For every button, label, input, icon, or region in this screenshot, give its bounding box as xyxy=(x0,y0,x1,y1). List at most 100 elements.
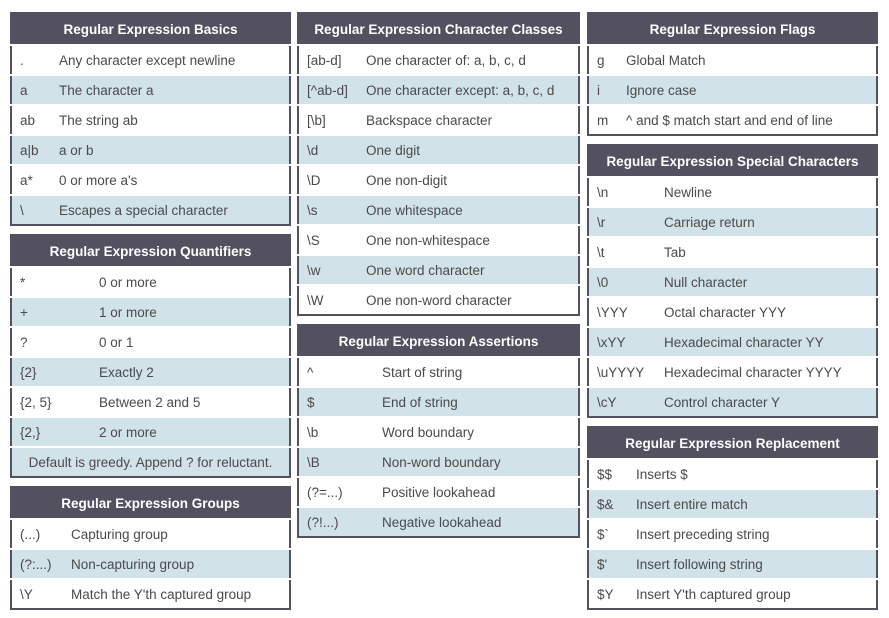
table-row: \D One non-digit xyxy=(298,164,579,195)
column-right: Regular Expression Flags g Global Match i I… xyxy=(587,12,878,618)
table-row: $Y Insert Y'th captured group xyxy=(588,578,877,609)
pattern-cell: * xyxy=(11,266,91,297)
pattern-cell: . xyxy=(11,44,51,75)
description-cell: 2 or more xyxy=(91,416,290,447)
table-header: Regular Expression Quantifiers xyxy=(11,235,290,267)
table-row: (...) Capturing group xyxy=(11,518,290,549)
pattern-cell: i xyxy=(588,74,618,105)
description-cell: Tab xyxy=(656,236,877,267)
table-row: \uYYYY Hexadecimal character YYYY xyxy=(588,356,877,387)
description-cell: 1 or more xyxy=(91,296,290,327)
description-cell: Insert entire match xyxy=(628,488,877,519)
table-row: \n Newline xyxy=(588,176,877,207)
pattern-cell: ? xyxy=(11,326,91,357)
description-cell: ^ and $ match start and end of line xyxy=(618,104,877,135)
description-cell: Non-word boundary xyxy=(374,446,579,477)
pattern-cell: \s xyxy=(298,194,358,225)
pattern-cell: {2,} xyxy=(11,416,91,447)
description-cell: 0 or 1 xyxy=(91,326,290,357)
description-cell: Exactly 2 xyxy=(91,356,290,387)
pattern-cell: \d xyxy=(298,134,358,165)
table-row: a|b a or b xyxy=(11,134,290,165)
description-cell: Between 2 and 5 xyxy=(91,386,290,417)
description-cell: Capturing group xyxy=(63,518,290,549)
description-cell: Match the Y'th captured group xyxy=(63,578,290,609)
table-row: [\b] Backspace character xyxy=(298,104,579,135)
table-row: m ^ and $ match start and end of line xyxy=(588,104,877,135)
pattern-cell: \YYY xyxy=(588,296,656,327)
pattern-cell: {2, 5} xyxy=(11,386,91,417)
description-cell: Null character xyxy=(656,266,877,297)
pattern-cell: $` xyxy=(588,518,628,549)
table-header: Regular Expression Character Classes xyxy=(298,13,579,45)
table-row: ? 0 or 1 xyxy=(11,326,290,357)
description-cell: Start of string xyxy=(374,356,579,387)
pattern-cell: \t xyxy=(588,236,656,267)
table-row: $` Insert preceding string xyxy=(588,518,877,549)
table-row: \s One whitespace xyxy=(298,194,579,225)
pattern-cell: \r xyxy=(588,206,656,237)
table-row: {2} Exactly 2 xyxy=(11,356,290,387)
pattern-cell: \cY xyxy=(588,386,656,417)
table-footer-note: Default is greedy. Append ? for reluctan… xyxy=(11,446,290,477)
table-row: \ Escapes a special character xyxy=(11,194,290,225)
pattern-cell: \W xyxy=(298,284,358,315)
description-cell: Insert Y'th captured group xyxy=(628,578,877,609)
pattern-cell: $ xyxy=(298,386,374,417)
table-row: $ End of string xyxy=(298,386,579,417)
table-row: ^ Start of string xyxy=(298,356,579,387)
pattern-cell: \xYY xyxy=(588,326,656,357)
table-row: i Ignore case xyxy=(588,74,877,105)
table-title: Regular Expression Assertions xyxy=(298,325,579,357)
pattern-cell: [ab-d] xyxy=(298,44,358,75)
table-row: (?=...) Positive lookahead xyxy=(298,476,579,507)
description-cell: The string ab xyxy=(51,104,290,135)
pattern-cell: + xyxy=(11,296,91,327)
column-middle: Regular Expression Character Classes [ab… xyxy=(297,12,580,618)
description-cell: Backspace character xyxy=(358,104,579,135)
pattern-cell: {2} xyxy=(11,356,91,387)
table-header: Regular Expression Assertions xyxy=(298,325,579,357)
table-regex-replacement: Regular Expression Replacement $$ Inserts… xyxy=(587,426,878,610)
table-row: +1 or more xyxy=(11,296,290,327)
pattern-cell: g xyxy=(588,44,618,75)
pattern-cell: m xyxy=(588,104,618,135)
table-row: $$ Inserts $ xyxy=(588,458,877,489)
pattern-cell: \n xyxy=(588,176,656,207)
table-header: Regular Expression Flags xyxy=(588,13,877,45)
description-cell: One non-word character xyxy=(358,284,579,315)
pattern-cell: \ xyxy=(11,194,51,225)
pattern-cell: a xyxy=(11,74,51,105)
table-row: [ab-d] One character of: a, b, c, d xyxy=(298,44,579,75)
pattern-cell: [^ab-d] xyxy=(298,74,358,105)
table-row: $' Insert following string xyxy=(588,548,877,579)
table-row: \r Carriage return xyxy=(588,206,877,237)
table-row: \Y Match the Y'th captured group xyxy=(11,578,290,609)
table-row: $& Insert entire match xyxy=(588,488,877,519)
table-row: [^ab-d] One character except: a, b, c, d xyxy=(298,74,579,105)
table-title: Regular Expression Flags xyxy=(588,13,877,45)
pattern-cell: (...) xyxy=(11,518,63,549)
table-row: . Any character except newline xyxy=(11,44,290,75)
table-header: Regular Expression Groups xyxy=(11,487,290,519)
pattern-cell: (?=...) xyxy=(298,476,374,507)
pattern-cell: $$ xyxy=(588,458,628,489)
description-cell: 0 or more xyxy=(91,266,290,297)
pattern-cell: $& xyxy=(588,488,628,519)
description-cell: Global Match xyxy=(618,44,877,75)
table-title: Regular Expression Groups xyxy=(11,487,290,519)
table-row: \xYY Hexadecimal character YY xyxy=(588,326,877,357)
pattern-cell: \D xyxy=(298,164,358,195)
pattern-cell: \S xyxy=(298,224,358,255)
pattern-cell: \0 xyxy=(588,266,656,297)
description-cell: Insert following string xyxy=(628,548,877,579)
description-cell: One non-digit xyxy=(358,164,579,195)
table-regex-assertions: Regular Expression Assertions ^ Start of … xyxy=(297,324,580,538)
table-title: Regular Expression Character Classes xyxy=(298,13,579,45)
table-header: Regular Expression Special Characters xyxy=(588,145,877,177)
table-row: \t Tab xyxy=(588,236,877,267)
table-row: \cY Control character Y xyxy=(588,386,877,417)
table-regex-groups: Regular Expression Groups (...) Capturing… xyxy=(10,486,291,610)
table-title: Regular Expression Basics xyxy=(11,13,290,45)
